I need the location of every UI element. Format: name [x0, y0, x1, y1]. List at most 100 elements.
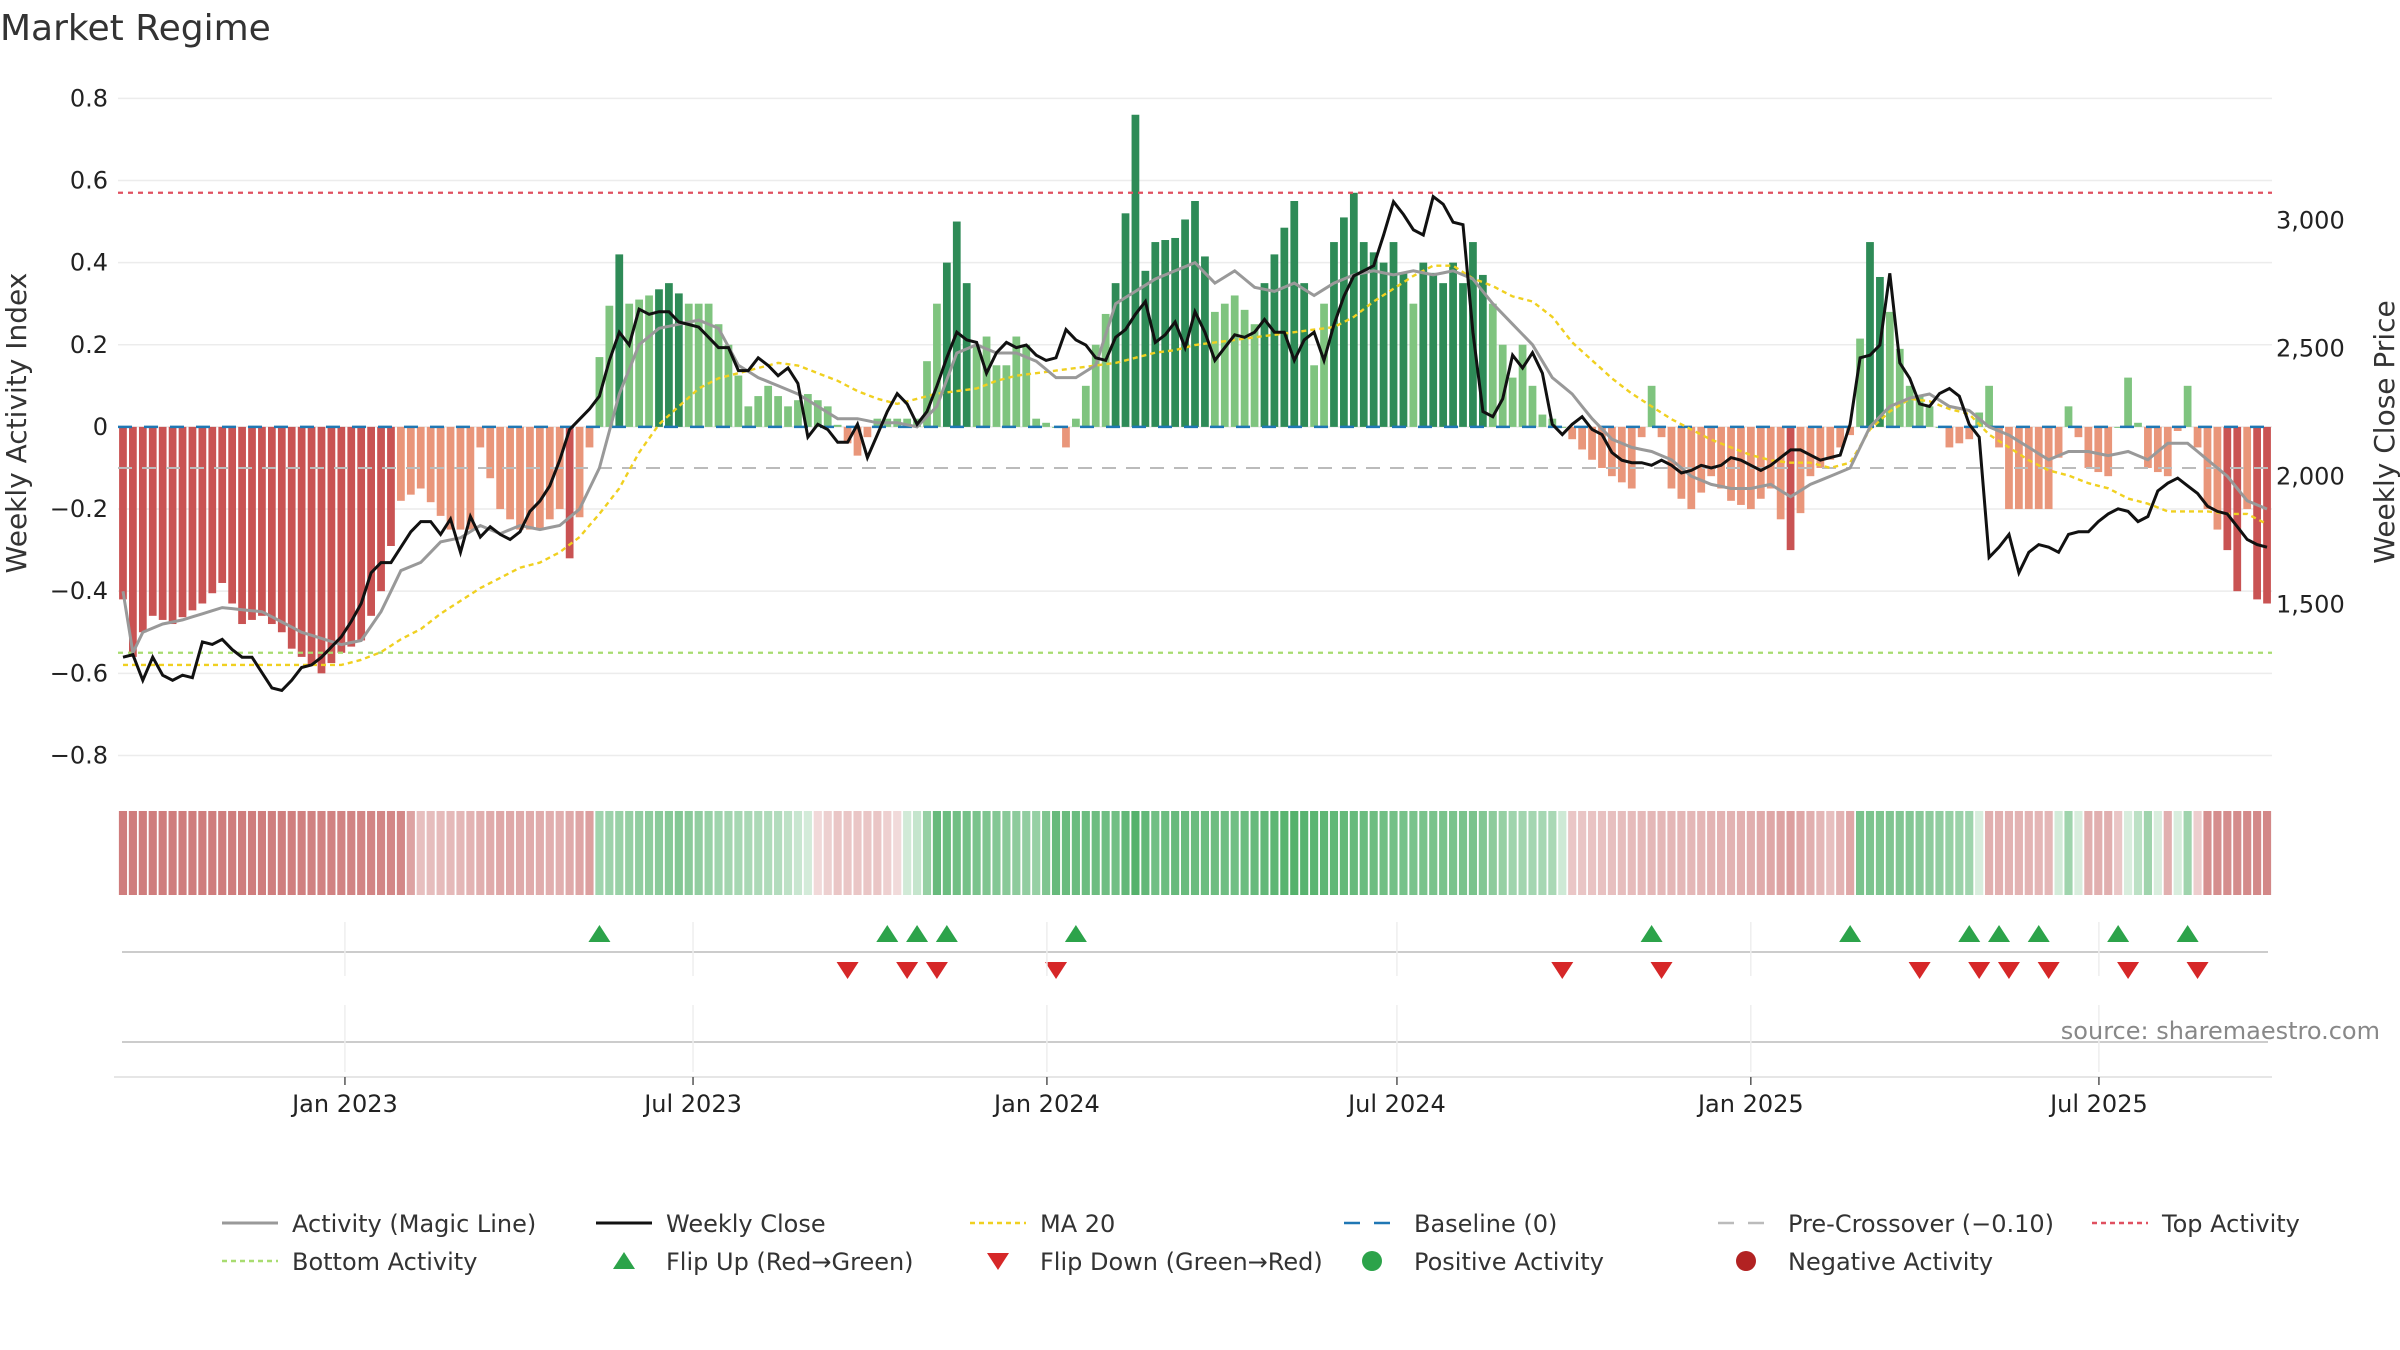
activity-bar [565, 426, 574, 559]
activity-bar [545, 426, 554, 520]
regime-cell [1419, 811, 1428, 895]
ma20-line [123, 264, 2268, 667]
activity-bar [387, 426, 395, 546]
legend-swatch [1362, 1251, 1382, 1271]
activity-bar [1409, 303, 1418, 427]
flip-up-marker [906, 925, 929, 942]
regime-cell [1915, 811, 1924, 895]
flip-up-marker [1839, 925, 1862, 942]
regime-cell [2094, 811, 2103, 895]
activity-bar [724, 344, 733, 427]
regime-cell [1449, 811, 1458, 895]
regime-cell [2074, 811, 2083, 895]
legend-label: Pre-Crossover (−0.10) [1788, 1210, 2054, 1238]
activity-bar [813, 400, 822, 427]
activity-bar [208, 426, 217, 594]
activity-bar [1627, 426, 1636, 489]
regime-cell [1806, 811, 1815, 895]
regime-cell [1280, 811, 1289, 895]
y-left-tick-label: 0.2 [70, 331, 108, 359]
activity-bar [535, 426, 544, 530]
regime-cell [277, 811, 286, 895]
activity-bar [1727, 426, 1735, 501]
regime-cell [1885, 811, 1894, 895]
activity-bar [843, 426, 852, 444]
regime-cell [327, 811, 336, 895]
regime-cell [704, 811, 713, 895]
y-left-tick-label: 0.8 [70, 84, 108, 112]
activity-bar [1856, 338, 1864, 427]
regime-cell [1081, 811, 1090, 895]
regime-cell [635, 811, 644, 895]
activity-bar [1538, 414, 1547, 427]
activity-bar [1101, 313, 1110, 427]
activity-bar [1002, 365, 1011, 427]
regime-cell [1101, 811, 1110, 895]
activity-bar [1439, 283, 1448, 427]
activity-bar [1895, 348, 1904, 427]
activity-bar [1796, 426, 1805, 514]
activity-bar [1915, 396, 1924, 427]
regime-cell [813, 811, 822, 895]
activity-bar [198, 426, 207, 604]
regime-cell [1796, 811, 1805, 895]
regime-cell [1349, 811, 1358, 895]
regime-cell [1568, 811, 1577, 895]
regime-cell [1230, 811, 1239, 895]
activity-bar [287, 426, 296, 649]
y-right-tick-label: 1,500 [2276, 591, 2345, 619]
regime-cell [476, 811, 485, 895]
regime-cell [158, 811, 167, 895]
weekly-close-line [122, 194, 2268, 693]
regime-cell [1260, 811, 1269, 895]
activity-bar [1072, 418, 1080, 427]
regime-cell [1667, 811, 1676, 895]
regime-cell [1895, 811, 1904, 895]
activity-bar [1488, 303, 1497, 427]
regime-cell [1518, 811, 1527, 895]
magic-line [121, 260, 2268, 658]
activity-bar [1429, 272, 1438, 427]
activity-bar [466, 426, 475, 530]
activity-bar [188, 426, 197, 611]
regime-cell [982, 811, 991, 895]
flip-up-marker [2107, 925, 2130, 942]
activity-bar [436, 426, 445, 516]
regime-cell [1151, 811, 1160, 895]
regime-cell [1042, 811, 1051, 895]
regime-cell [218, 811, 227, 895]
activity-bar [1280, 227, 1289, 427]
regime-cell [148, 811, 157, 895]
activity-bar [694, 303, 703, 427]
activity-bar [1737, 426, 1745, 505]
legend-label: Baseline (0) [1414, 1210, 1557, 1238]
regime-cell [506, 811, 515, 895]
regime-cell [545, 811, 554, 895]
activity-bar [1121, 213, 1130, 427]
activity-bar [645, 295, 653, 427]
regime-cell [118, 811, 128, 895]
regime-cell [486, 811, 495, 895]
regime-cell [238, 811, 247, 895]
x-tick-label: Jan 2024 [992, 1090, 1100, 1118]
activity-bar [754, 396, 763, 427]
regime-cell [2024, 811, 2033, 895]
regime-cell [1458, 811, 1468, 895]
regime-cell [386, 811, 396, 895]
regime-cell [1399, 811, 1408, 895]
regime-cell [992, 811, 1001, 895]
flip-down-marker [925, 962, 948, 979]
regime-cell [783, 811, 793, 895]
activity-bar [297, 426, 306, 657]
activity-bar [1717, 426, 1725, 489]
activity-bar [923, 361, 931, 427]
activity-bar [933, 303, 941, 427]
regime-cell [1558, 811, 1567, 895]
activity-bar [1617, 426, 1626, 483]
legend-label: Flip Up (Red→Green) [666, 1248, 914, 1276]
activity-bar [2233, 426, 2242, 592]
activity-bar [992, 365, 1001, 427]
activity-bar [1032, 418, 1041, 427]
activity-bar [2064, 406, 2073, 427]
